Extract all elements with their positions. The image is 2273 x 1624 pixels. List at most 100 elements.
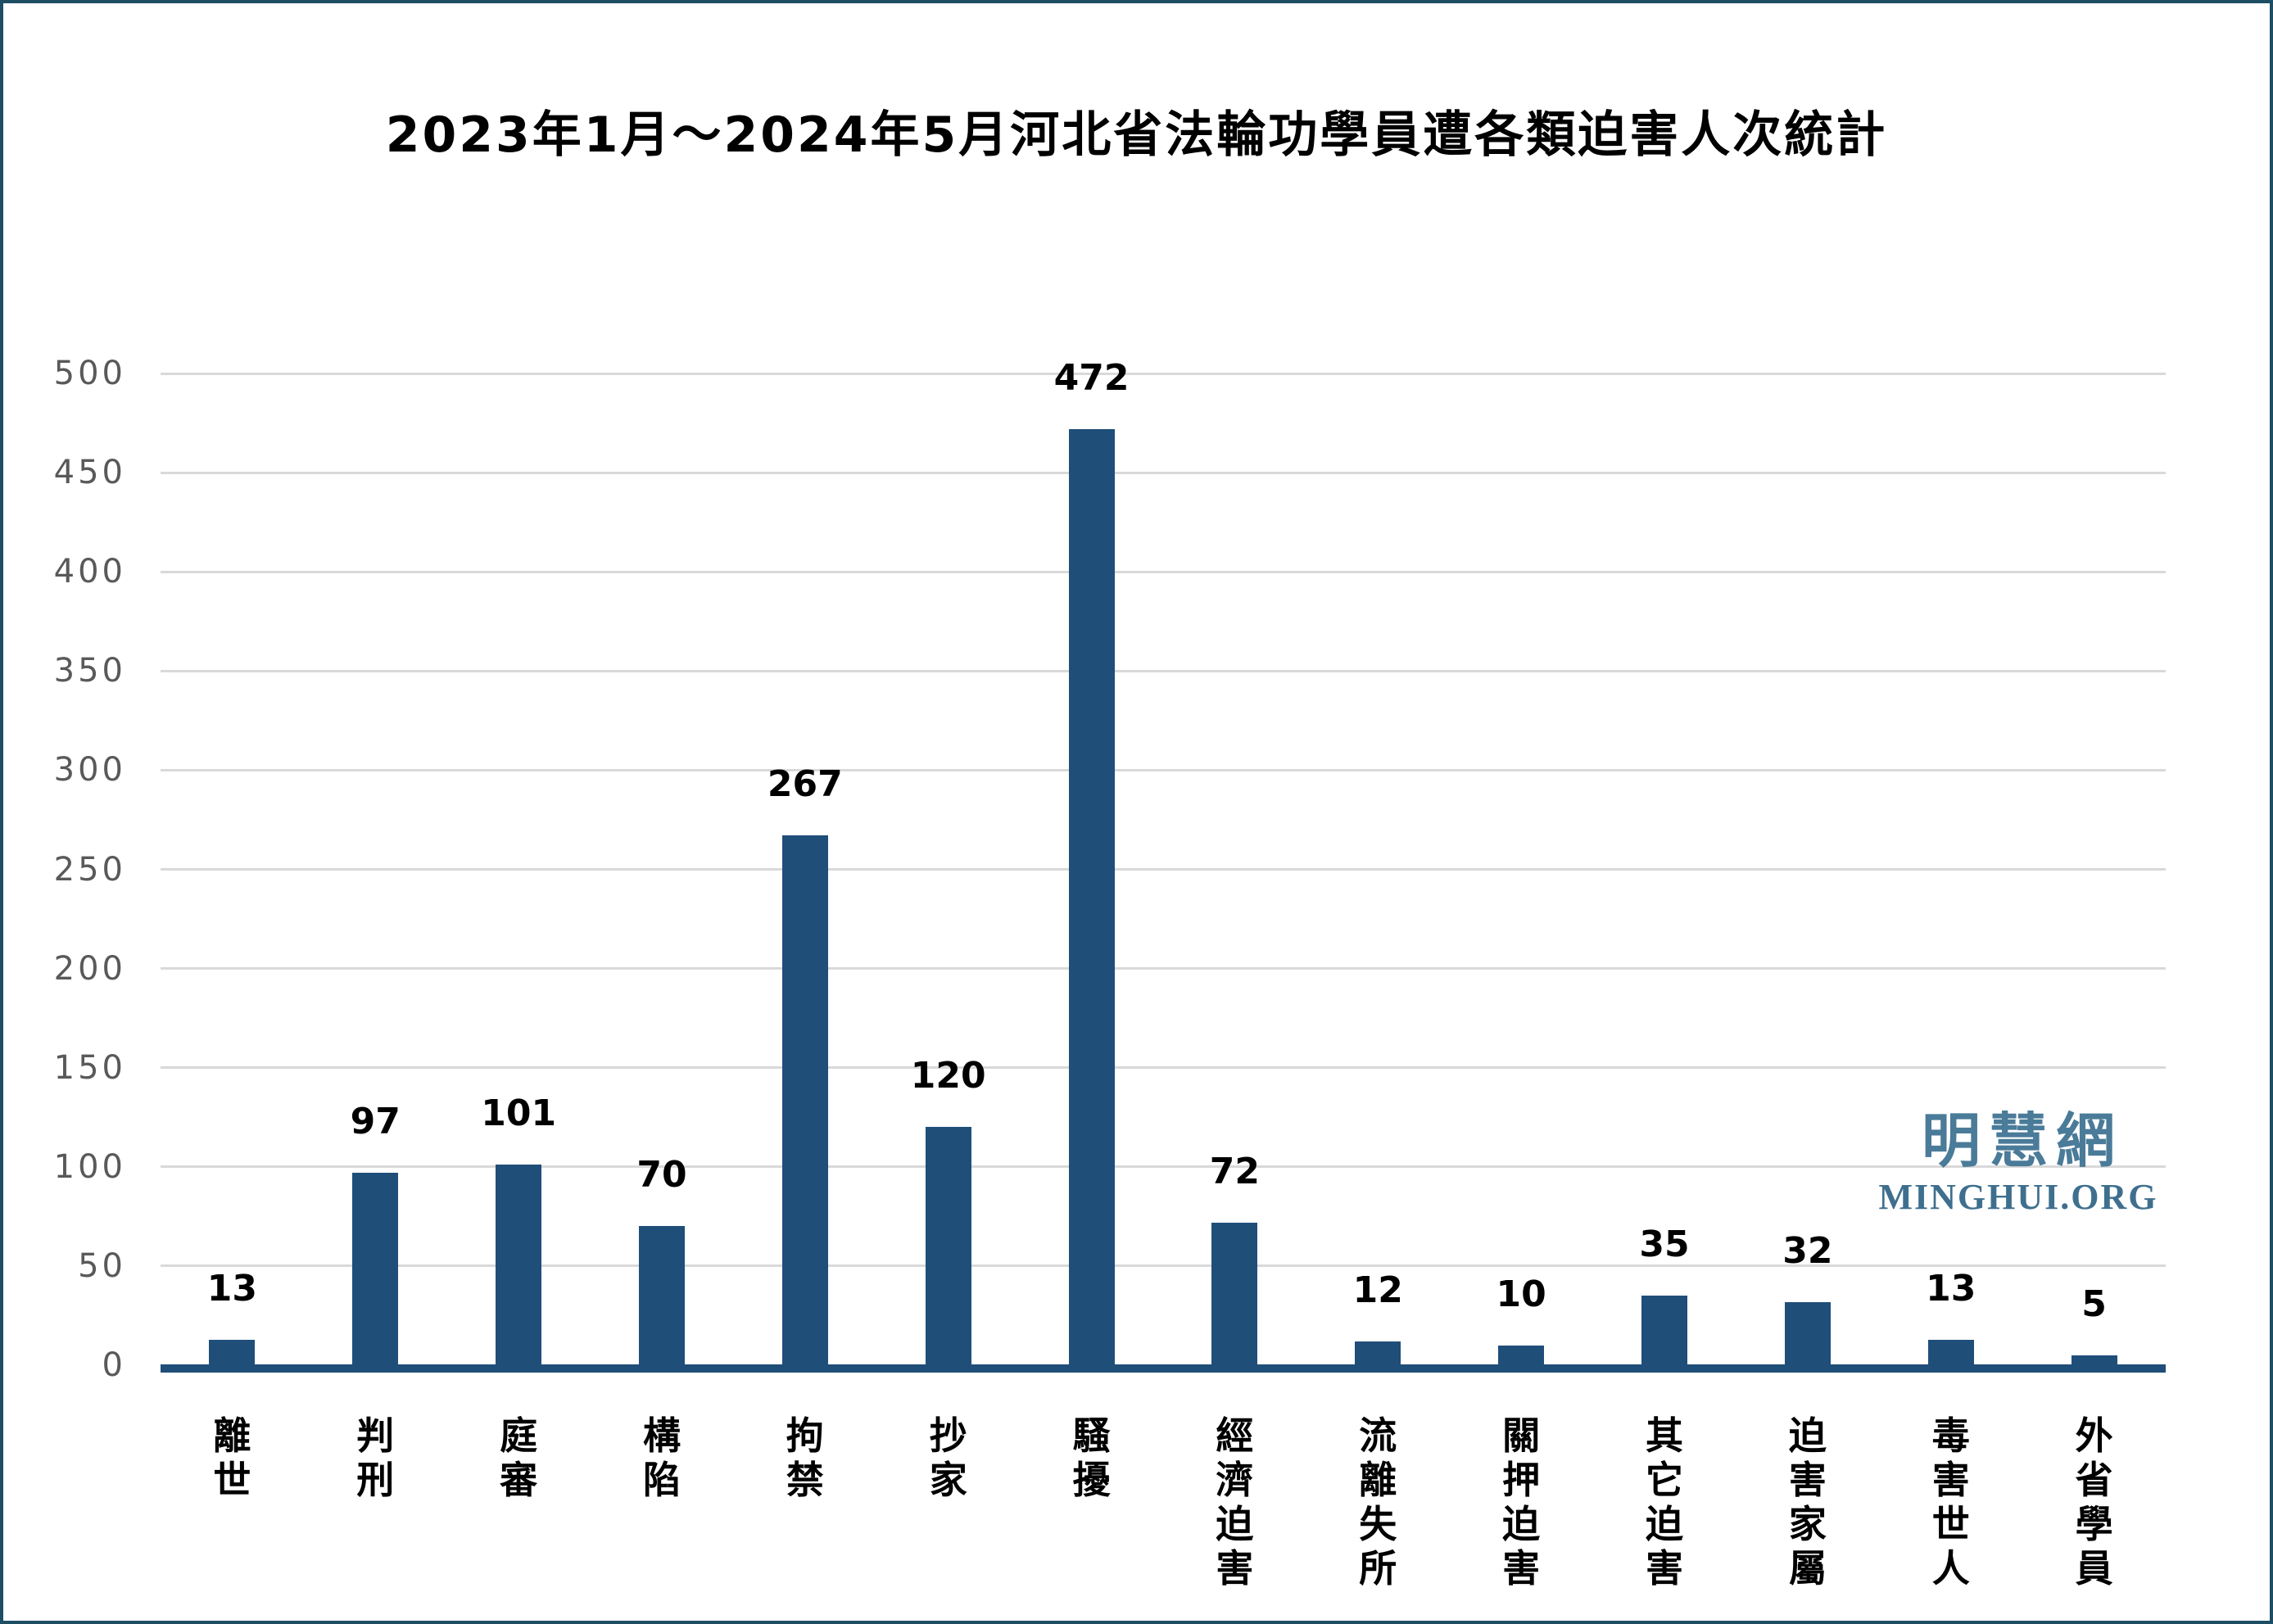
y-tick-label: 100 — [53, 1147, 126, 1186]
bar — [1211, 1222, 1258, 1365]
category-label-char: 害 — [1646, 1546, 1683, 1590]
category-label-char: 所 — [1359, 1546, 1397, 1590]
category-label-char: 害 — [1788, 1458, 1827, 1502]
bar-value-label: 472 — [1053, 356, 1130, 399]
gridline — [161, 1165, 2166, 1169]
bar — [209, 1339, 256, 1365]
plot-area: 13 離世 97 判刑 101 庭審 70 構陷 267 拘禁 120 抄家 472 騷擾 72 經濟迫害 12… — [161, 360, 2166, 1590]
category-label-char: 刑 — [356, 1458, 395, 1502]
category-label-char: 離 — [1359, 1458, 1397, 1502]
category-label: 拘禁 — [786, 1414, 824, 1502]
bar — [639, 1226, 685, 1365]
bar-value-label: 72 — [1209, 1150, 1261, 1192]
category-label-char: 迫 — [1502, 1502, 1541, 1546]
category-label-char: 濟 — [1216, 1458, 1254, 1502]
category-label-char: 經 — [1216, 1414, 1254, 1458]
category-label-char: 它 — [1646, 1458, 1683, 1502]
y-tick-label: 0 — [102, 1346, 126, 1384]
bar-value-label: 5 — [2081, 1282, 2107, 1325]
bar — [1498, 1345, 1545, 1365]
y-tick-label: 300 — [53, 751, 126, 789]
category-label-char: 庭 — [500, 1414, 538, 1458]
watermark: 明慧網 MINGHUI.ORG — [1879, 1106, 2157, 1215]
category-label-char: 學 — [2075, 1502, 2113, 1546]
bar-value-label: 10 — [1496, 1273, 1546, 1315]
bar-value-label: 35 — [1639, 1224, 1690, 1266]
category-label-char: 毒 — [1931, 1414, 1970, 1458]
bar-value-label: 97 — [350, 1101, 401, 1143]
bar-value-label: 70 — [636, 1154, 687, 1197]
category-label-char: 家 — [1788, 1502, 1827, 1546]
category-label-char: 員 — [2075, 1546, 2113, 1590]
category-label-char: 擾 — [1072, 1458, 1111, 1502]
bar — [1068, 428, 1115, 1365]
category-label-char: 離 — [213, 1414, 251, 1458]
category-label: 關押迫害 — [1502, 1414, 1540, 1590]
category-label-char: 騷 — [1072, 1414, 1111, 1458]
bar-value-label: 101 — [481, 1092, 557, 1135]
bar — [352, 1173, 399, 1365]
category-label: 經濟迫害 — [1216, 1414, 1253, 1590]
x-axis-line — [161, 1364, 2166, 1373]
gridline — [161, 1264, 2166, 1268]
gridline — [161, 570, 2166, 573]
bar — [925, 1127, 971, 1365]
y-tick-label: 50 — [78, 1246, 126, 1285]
category-label-char: 世 — [1931, 1502, 1970, 1546]
category-label: 構陷 — [643, 1414, 681, 1502]
bar-value-label: 267 — [767, 763, 843, 806]
category-label-char: 流 — [1359, 1414, 1397, 1458]
bar-value-label: 12 — [1352, 1269, 1403, 1311]
category-label-char: 其 — [1646, 1414, 1683, 1458]
category-label-char: 審 — [500, 1458, 538, 1502]
category-label: 毒害世人 — [1932, 1414, 1970, 1590]
bar-value-label: 13 — [206, 1267, 258, 1310]
y-tick-label: 250 — [53, 850, 126, 889]
watermark-site-name: MINGHUI.ORG — [1878, 1177, 2158, 1217]
category-label-char: 陷 — [643, 1458, 681, 1502]
category-label: 騷擾 — [1073, 1414, 1111, 1502]
y-tick-label: 350 — [53, 652, 126, 690]
category-label: 流離失所 — [1359, 1414, 1397, 1590]
watermark-logo-text: 明慧網 — [1921, 1106, 2123, 1175]
gridline — [161, 868, 2166, 871]
category-label-char: 省 — [2075, 1458, 2113, 1502]
gridline — [161, 768, 2166, 771]
category-label-char: 屬 — [1788, 1546, 1827, 1590]
y-tick-label: 150 — [53, 1048, 126, 1087]
category-label-char: 外 — [2075, 1414, 2113, 1458]
bar — [1927, 1339, 1974, 1365]
category-label-char: 判 — [356, 1414, 395, 1458]
chart-title: 2023年1月～2024年5月河北省法輪功學員遭各類迫害人次統計 — [385, 106, 1888, 164]
category-label-char: 迫 — [1216, 1502, 1254, 1546]
y-axis: 0 50 100 150 200 250 300 350 400 450 500 — [28, 357, 126, 1382]
category-label-char: 人 — [1931, 1546, 1970, 1590]
bar — [781, 835, 828, 1365]
gridline — [161, 471, 2166, 474]
category-label-char: 害 — [1931, 1458, 1970, 1502]
category-label: 迫害家屬 — [1789, 1414, 1827, 1590]
category-label-char: 禁 — [786, 1458, 824, 1502]
category-label-char: 害 — [1216, 1546, 1254, 1590]
category-label-char: 迫 — [1646, 1502, 1683, 1546]
gridline — [161, 669, 2166, 672]
category-label: 其它迫害 — [1646, 1414, 1683, 1590]
gridline — [161, 1066, 2166, 1070]
bar — [1355, 1341, 1401, 1365]
category-label-char: 押 — [1502, 1458, 1541, 1502]
gridline — [161, 372, 2166, 375]
category-label-char: 拘 — [786, 1414, 824, 1458]
gridline — [161, 967, 2166, 970]
bar — [1784, 1301, 1831, 1365]
y-tick-label: 200 — [53, 949, 126, 988]
category-label: 判刑 — [356, 1414, 394, 1502]
category-label-char: 家 — [929, 1458, 967, 1502]
bar-value-label: 120 — [910, 1055, 986, 1097]
category-label: 離世 — [213, 1414, 251, 1502]
category-label-char: 關 — [1502, 1414, 1541, 1458]
category-label: 庭審 — [500, 1414, 537, 1502]
category-label-char: 失 — [1359, 1502, 1397, 1546]
category-label: 外省學員 — [2076, 1414, 2113, 1590]
y-tick-label: 450 — [53, 454, 126, 492]
